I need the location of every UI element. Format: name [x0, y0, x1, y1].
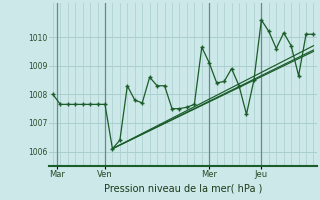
X-axis label: Pression niveau de la mer( hPa ): Pression niveau de la mer( hPa ) [104, 183, 262, 193]
